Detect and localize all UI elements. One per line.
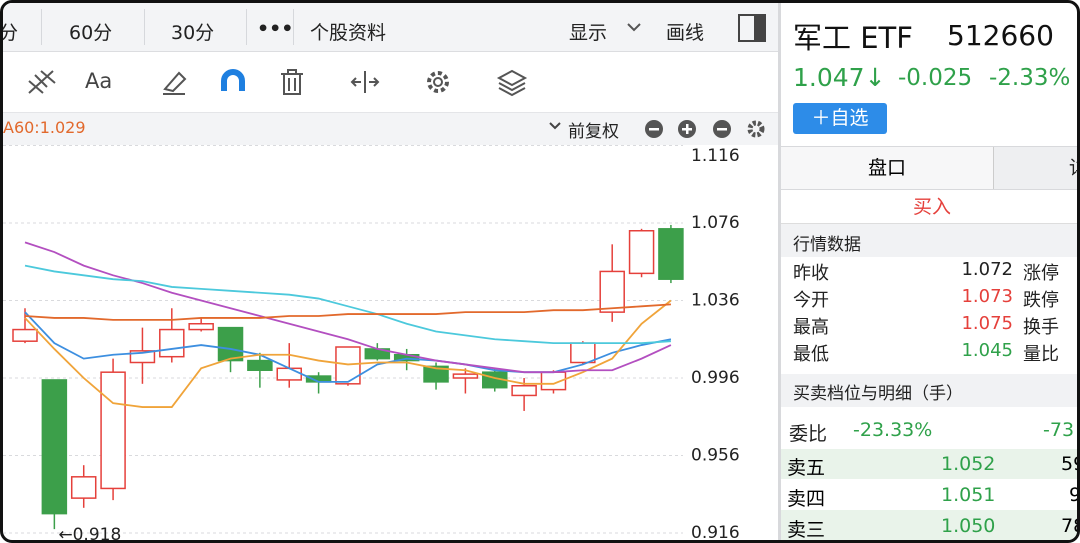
- candle-body: [12, 328, 38, 342]
- row-label: 换手: [1023, 317, 1059, 338]
- profile-tab[interactable]: 个股资料: [310, 22, 387, 44]
- price-change: -0.025: [898, 65, 973, 91]
- ask-price: 1.052: [941, 453, 996, 475]
- period-bar: [3, 3, 778, 52]
- row-label: 量比: [1023, 344, 1059, 365]
- row-label: 昨收: [793, 263, 829, 284]
- candle-body: [335, 346, 361, 385]
- row-label: 今开: [793, 290, 829, 311]
- eraser-icon[interactable]: [159, 67, 189, 97]
- ask-price: 1.050: [941, 515, 996, 537]
- adjust-menu[interactable]: 前复权: [568, 122, 619, 142]
- candle-body: [188, 323, 214, 331]
- draw-tool-icon[interactable]: [25, 67, 59, 97]
- ask-label: 卖五: [787, 457, 826, 479]
- watch-button[interactable]: ＋自选: [793, 103, 887, 134]
- row-value: 1.073: [961, 286, 1013, 307]
- candle-body: [570, 342, 596, 364]
- candle-body: [276, 367, 302, 381]
- stock-name: 军工 ETF: [793, 21, 913, 55]
- row-label: 跌停: [1023, 290, 1059, 311]
- candle-body: [511, 385, 537, 397]
- change-percent: -2.33%: [989, 65, 1071, 91]
- candle-body: [41, 379, 68, 515]
- candle-body: [217, 326, 244, 362]
- ask-label: 卖四: [787, 488, 826, 510]
- candle-body: [658, 228, 684, 280]
- candle-body: [129, 350, 156, 364]
- display-menu[interactable]: 显示: [569, 22, 608, 44]
- y-tick-label: 1.116: [691, 146, 740, 166]
- layout-icon[interactable]: [737, 13, 767, 43]
- ratio-label: 委比: [789, 423, 828, 445]
- tab[interactable]: 详: [1069, 147, 1077, 189]
- candle-body: [628, 230, 655, 275]
- period-tab[interactable]: 30分: [171, 22, 215, 44]
- y-tick-label: 0.996: [691, 368, 740, 388]
- low-marker: ←0.918: [58, 525, 121, 543]
- tool-bar: [3, 52, 778, 113]
- font-tool[interactable]: Aa: [85, 69, 113, 93]
- ma-line: [24, 299, 672, 408]
- candle-body: [599, 270, 625, 313]
- section-header: [781, 374, 1077, 407]
- ratio-extra: -73: [1043, 419, 1075, 441]
- row-label: 涨停: [1023, 263, 1059, 284]
- section-header: [781, 224, 1077, 257]
- draw-button[interactable]: 画线: [666, 22, 705, 44]
- ask-volume: 78: [1061, 515, 1077, 537]
- ma-line: [24, 264, 671, 345]
- ma-label: A60:1.029: [3, 118, 86, 137]
- candle-body: [423, 365, 449, 383]
- y-tick-label: 1.076: [691, 213, 740, 233]
- section-title: 行情数据: [793, 235, 861, 255]
- ratio-value: -23.33%: [853, 419, 933, 441]
- period-tab[interactable]: 分: [0, 22, 19, 44]
- ma-line: [24, 303, 671, 321]
- row-value: 1.072: [961, 259, 1013, 280]
- period-tab[interactable]: 60分: [69, 22, 113, 44]
- trash-icon[interactable]: [277, 67, 307, 97]
- candle-body: [159, 328, 185, 358]
- candle-body: [247, 359, 273, 371]
- ask-volume: 9: [1069, 484, 1080, 506]
- candle-body: [452, 373, 479, 379]
- candle-body: [100, 371, 126, 490]
- ask-label: 卖三: [787, 519, 826, 541]
- layers-icon[interactable]: [496, 67, 528, 97]
- ma-line: [24, 311, 672, 383]
- magnet-icon[interactable]: [218, 67, 248, 97]
- zoom-controls[interactable]: [643, 118, 773, 142]
- candlestick-chart: 0.916 0.956 0.996 1.036 1.076 1.116 ←0.918: [3, 145, 740, 543]
- row-value: 1.045: [961, 340, 1013, 361]
- ask-row: [781, 449, 1077, 479]
- stock-code: 512660: [947, 19, 1054, 52]
- section-title: 买卖档位与明细（手）: [793, 384, 963, 404]
- y-tick-label: 0.956: [691, 446, 740, 466]
- candle-body: [70, 476, 97, 499]
- last-price: 1.047↓: [793, 63, 886, 92]
- ask-row: [781, 510, 1077, 540]
- divider: [778, 3, 781, 540]
- chevron-icon: [627, 23, 641, 32]
- buy-button[interactable]: 买入: [781, 191, 1077, 224]
- ask-price: 1.051: [941, 484, 996, 506]
- row-label: 最高: [793, 317, 829, 338]
- row-label: 最低: [793, 344, 829, 365]
- tab[interactable]: 盘口: [781, 147, 994, 189]
- row-value: 1.075: [961, 313, 1013, 334]
- y-tick-label: 1.036: [691, 291, 740, 311]
- y-tick-label: 0.916: [691, 523, 740, 543]
- settings-icon[interactable]: [423, 67, 457, 99]
- market-rows: 昨收 1.072 涨停 今开 1.073 跌停 最高 1.075 换手 最低 1.045 量比: [781, 259, 1077, 374]
- chevron-icon: [549, 122, 561, 130]
- ask-volume: 59: [1061, 453, 1077, 475]
- zoom-icon[interactable]: [348, 69, 382, 95]
- more-button[interactable]: •••: [257, 18, 294, 40]
